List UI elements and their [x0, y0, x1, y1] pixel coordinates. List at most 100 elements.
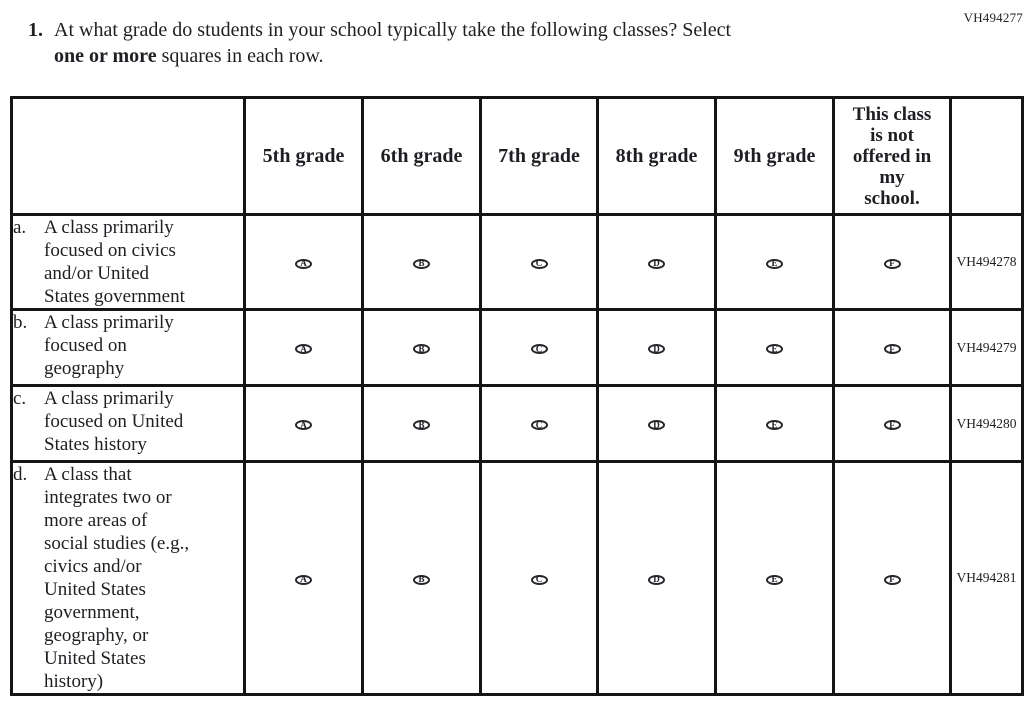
answer-bubble-e[interactable]: E	[766, 420, 783, 430]
cell-b-5th: A	[243, 308, 364, 387]
answer-bubble-d[interactable]: D	[648, 574, 665, 585]
bubble-letter: D	[653, 258, 660, 268]
cell-b-8th: D	[596, 308, 717, 387]
form-item-code: VH494277	[963, 10, 1023, 25]
question-text: At what grade do students in your school…	[54, 17, 731, 69]
bubble-letter: F	[889, 258, 895, 268]
bubble-letter: E	[771, 258, 778, 268]
answer-bubble-a[interactable]: A	[295, 258, 312, 269]
bubble-letter: B	[418, 574, 425, 584]
bubble-letter: A	[300, 574, 307, 584]
bubble-letter: B	[418, 343, 425, 354]
cell-d-8th: D	[596, 460, 717, 696]
answer-bubble-a[interactable]: A	[295, 344, 312, 354]
header-not-offered: This class is not offered in my school.	[832, 96, 952, 216]
row-code: VH494281	[949, 460, 1024, 696]
answer-bubble-e[interactable]: E	[766, 574, 783, 585]
bubble-letter: B	[418, 258, 425, 268]
question-line1: At what grade do students in your school…	[54, 19, 732, 41]
cell-c-not-offered: F	[832, 384, 952, 463]
cell-a-not-offered: F	[832, 213, 952, 311]
header-code-blank	[949, 96, 1024, 216]
answer-bubble-d[interactable]: D	[648, 344, 665, 354]
row-marker: c.	[13, 388, 27, 409]
bubble-letter: A	[300, 343, 307, 354]
header-row: 5th grade 6th grade 7th grade 8th grade …	[10, 96, 1024, 216]
cell-a-7th: C	[479, 213, 599, 311]
bubble-letter: B	[418, 419, 425, 430]
bubble-letter: E	[771, 419, 778, 430]
answer-bubble-d[interactable]: D	[648, 420, 665, 430]
answer-bubble-f[interactable]: F	[883, 419, 901, 430]
bubble-letter: C	[535, 419, 543, 430]
answer-bubble-c[interactable]: C	[530, 574, 548, 585]
cell-b-6th: B	[361, 308, 482, 387]
bubble-letter: A	[300, 258, 307, 268]
answer-bubble-b[interactable]: B	[413, 420, 430, 430]
question-bold-phrase: one or more	[54, 45, 157, 67]
row-marker: a.	[13, 217, 27, 238]
cell-a-9th: E	[714, 213, 835, 311]
cell-c-8th: D	[596, 384, 717, 463]
answer-bubble-b[interactable]: B	[413, 258, 430, 269]
answer-bubble-f[interactable]: F	[883, 258, 901, 269]
bubble-letter: F	[889, 419, 895, 430]
cell-c-6th: B	[361, 384, 482, 463]
question-number: 1.	[28, 19, 43, 41]
header-9th-grade: 9th grade	[714, 96, 835, 216]
header-6th-grade: 6th grade	[361, 96, 482, 216]
table-row-a: a. A class primarily focused on civics a…	[10, 213, 1024, 311]
row-text: A class that integrates two or more area…	[44, 464, 190, 692]
bubble-letter: F	[889, 574, 895, 584]
cell-d-9th: E	[714, 460, 835, 696]
cell-d-6th: B	[361, 460, 482, 696]
row-code: VH494280	[949, 384, 1024, 463]
bubble-letter: E	[771, 343, 778, 354]
row-code: VH494279	[949, 308, 1024, 387]
answer-bubble-b[interactable]: B	[413, 344, 430, 354]
bubble-letter: C	[535, 343, 543, 354]
bubble-letter: D	[653, 419, 660, 430]
answer-bubble-f[interactable]: F	[883, 344, 901, 354]
answer-bubble-c[interactable]: C	[530, 258, 548, 269]
bubble-letter: E	[771, 574, 778, 584]
cell-d-5th: A	[243, 460, 364, 696]
row-label-b: b. A class primarily focused on geograph…	[10, 308, 246, 387]
header-7th-grade: 7th grade	[479, 96, 599, 216]
bubble-letter: D	[653, 343, 660, 354]
answer-bubble-f[interactable]: F	[883, 574, 901, 585]
table-row-b: b. A class primarily focused on geograph…	[10, 308, 1024, 387]
row-text: A class primarily focused on geography	[44, 312, 174, 379]
row-code: VH494278	[949, 213, 1024, 311]
question-line2: squares in each row.	[156, 45, 324, 67]
answer-bubble-c[interactable]: C	[530, 343, 548, 354]
table-row-d: d. A class that integrates two or more a…	[10, 460, 1024, 696]
answer-bubble-c[interactable]: C	[530, 419, 548, 430]
grade-selection-table: 5th grade 6th grade 7th grade 8th grade …	[10, 96, 1024, 696]
bubble-letter: C	[535, 574, 543, 584]
answer-bubble-e[interactable]: E	[766, 344, 783, 354]
cell-b-not-offered: F	[832, 308, 952, 387]
answer-bubble-e[interactable]: E	[766, 258, 783, 269]
cell-b-9th: E	[714, 308, 835, 387]
header-5th-grade: 5th grade	[243, 96, 364, 216]
answer-bubble-d[interactable]: D	[648, 258, 665, 269]
cell-c-9th: E	[714, 384, 835, 463]
cell-a-6th: B	[361, 213, 482, 311]
cell-b-7th: C	[479, 308, 599, 387]
table-row-c: c. A class primarily focused on United S…	[10, 384, 1024, 463]
answer-bubble-a[interactable]: A	[295, 420, 312, 430]
row-label-a: a. A class primarily focused on civics a…	[10, 213, 246, 311]
header-blank	[10, 96, 246, 216]
bubble-letter: C	[535, 258, 543, 268]
cell-d-not-offered: F	[832, 460, 952, 696]
answer-bubble-a[interactable]: A	[295, 574, 312, 585]
cell-a-5th: A	[243, 213, 364, 311]
cell-c-7th: C	[479, 384, 599, 463]
header-8th-grade: 8th grade	[596, 96, 717, 216]
answer-bubble-b[interactable]: B	[413, 574, 430, 585]
bubble-letter: A	[300, 419, 307, 430]
cell-a-8th: D	[596, 213, 717, 311]
cell-c-5th: A	[243, 384, 364, 463]
